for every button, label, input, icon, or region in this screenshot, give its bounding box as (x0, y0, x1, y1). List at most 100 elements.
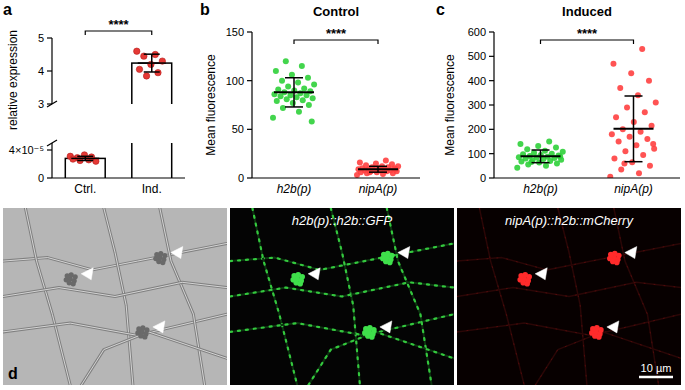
y-tick (247, 31, 252, 32)
data-point (624, 104, 630, 110)
data-point (616, 139, 622, 145)
arrowhead (380, 321, 392, 333)
x-axis (494, 177, 680, 178)
plot-lower (65, 143, 171, 178)
y-tick-label: 200 (468, 123, 486, 135)
scale-bar (639, 376, 673, 379)
hypha (614, 208, 659, 385)
data-point (363, 162, 369, 168)
data-point (535, 143, 541, 149)
image-caption: nipA(p)::h2b::mCherry (505, 213, 634, 228)
nucleus-cluster (608, 252, 614, 258)
hypha-detail (457, 282, 681, 296)
nucleus-cluster (518, 273, 524, 279)
arrowhead (308, 268, 320, 280)
data-point (640, 152, 646, 158)
nucleus-cluster (291, 273, 297, 279)
data-point (143, 73, 149, 79)
nucleus-cluster (136, 326, 141, 331)
y-tick (247, 129, 252, 130)
y-tick-label: 100 (226, 75, 244, 87)
panel-title: Induced (562, 4, 612, 19)
data-point (134, 48, 140, 54)
hypha-detail (160, 208, 205, 385)
data-point (311, 82, 317, 88)
y-tick-label: 50 (232, 123, 244, 135)
error-cap (285, 77, 303, 79)
hypha-detail (614, 208, 659, 385)
data-point (301, 85, 307, 91)
data-point (383, 157, 389, 163)
error-cap (369, 171, 387, 173)
data-point (610, 61, 616, 67)
data-point (636, 170, 642, 176)
nucleus-cluster (524, 281, 530, 287)
hypha (457, 243, 681, 270)
y-tick (489, 177, 494, 178)
x-tick-label: h2b(p) (523, 182, 558, 196)
data-point (553, 145, 559, 151)
hypha-detail (3, 282, 227, 296)
nucleus-cluster (526, 274, 532, 280)
hypha (25, 208, 70, 385)
data-point (617, 85, 623, 91)
data-point (618, 166, 624, 172)
y-axis-title: relative expression (6, 30, 20, 130)
x-tick-label: nipA(p) (359, 182, 398, 196)
arrowhead (171, 247, 183, 259)
hypha-detail (308, 332, 454, 385)
data-point (274, 98, 280, 104)
significance-label: **** (108, 17, 129, 32)
data-point (389, 161, 395, 167)
data-point (609, 131, 615, 137)
nucleus-cluster (363, 326, 369, 332)
data-point (514, 165, 520, 171)
mean-line (71, 158, 99, 160)
data-point (633, 142, 639, 148)
arrowhead (625, 247, 637, 259)
significance-label: **** (577, 26, 598, 41)
plot-area (270, 58, 401, 178)
data-point (148, 61, 154, 67)
data-point (283, 58, 289, 64)
nucleus-cluster (369, 334, 375, 340)
data-point (357, 159, 363, 165)
data-point (296, 109, 302, 115)
hypha-detail (535, 332, 681, 385)
data-point (628, 70, 634, 76)
data-point (136, 66, 142, 72)
hypha (387, 208, 432, 385)
y-tick-label: 150 (226, 26, 244, 38)
y-tick-label: 0 (38, 172, 44, 184)
mean-line (358, 168, 398, 170)
micrograph (457, 208, 681, 385)
data-point (607, 174, 613, 178)
y-tick-label: 0 (238, 172, 244, 184)
figure: 04×10⁻⁵345Ctrl.Ind.relative expressiona*… (0, 0, 685, 390)
hypha-detail (230, 282, 454, 296)
hypha (535, 332, 681, 385)
data-point (611, 156, 617, 162)
data-point (642, 109, 648, 115)
nucleus-cluster (71, 281, 76, 286)
x-axis (252, 177, 420, 178)
nucleus-cluster (160, 260, 165, 265)
nucleus-cluster (387, 260, 393, 266)
y-tick-label: 3 (38, 98, 44, 110)
arrowhead (607, 321, 619, 333)
y-tick-label: 100 (468, 148, 486, 160)
y-tick (489, 104, 494, 105)
nucleus-cluster (142, 334, 147, 339)
hypha-detail (387, 208, 432, 385)
hypha-detail (479, 208, 524, 385)
error-cap (77, 160, 93, 162)
hypha-detail (25, 208, 70, 385)
hypha (81, 332, 227, 385)
data-point (524, 146, 530, 152)
mean-line (521, 155, 561, 157)
image-background (457, 208, 681, 385)
panel-label: b (200, 1, 210, 18)
y-tick-label: 300 (468, 99, 486, 111)
error-cap (532, 149, 550, 151)
data-point (639, 46, 645, 52)
